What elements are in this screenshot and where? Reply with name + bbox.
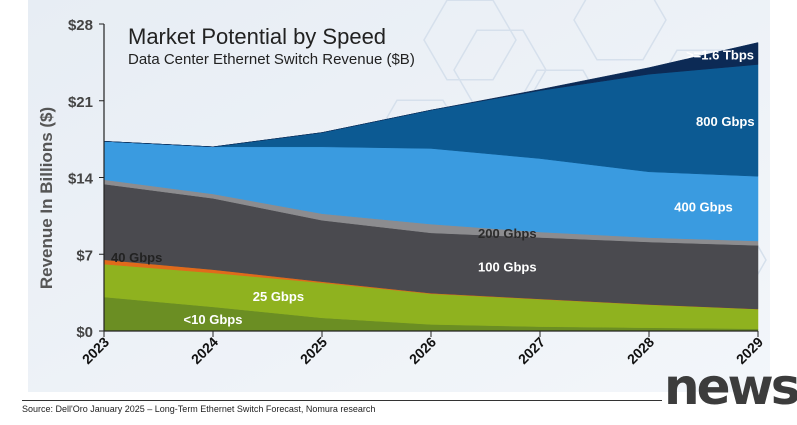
- series-label-4: 200 Gbps: [478, 226, 537, 241]
- y-tick-label: $28: [68, 17, 93, 34]
- y-axis-label: Revenue In Billions ($): [37, 107, 56, 289]
- chart-title: Market Potential by Speed: [128, 24, 386, 49]
- y-tick-label: $21: [68, 94, 93, 111]
- series-label-5: 400 Gbps: [674, 200, 733, 215]
- series-labels: <10 Gbps 25 Gbps 40 Gbps 100 Gbps 200 Gbps 40…: [111, 48, 755, 327]
- hex-shape: [423, 0, 517, 81]
- footer-rule: [22, 400, 662, 401]
- series-label-6: 800 Gbps: [696, 114, 755, 129]
- news-logo: news: [664, 358, 797, 416]
- y-tick-label: $14: [68, 171, 94, 188]
- y-tick-label: $0: [76, 324, 93, 341]
- series-label-1: 25 Gbps: [253, 289, 304, 304]
- source-note: Source: Dell'Oro January 2025 – Long-Ter…: [22, 404, 376, 414]
- series-label-7: >=1.6 Tbps: [686, 48, 754, 63]
- plot-areas: [103, 42, 759, 332]
- series-label-0: <10 Gbps: [184, 312, 243, 327]
- hex-shape: [573, 0, 667, 61]
- chart-subtitle: Data Center Ethernet Switch Revenue ($B): [128, 51, 415, 68]
- area-series-7: [103, 42, 759, 148]
- series-label-3: 100 Gbps: [478, 260, 537, 275]
- y-tick-label: $7: [76, 247, 93, 264]
- series-label-2: 40 Gbps: [111, 250, 162, 265]
